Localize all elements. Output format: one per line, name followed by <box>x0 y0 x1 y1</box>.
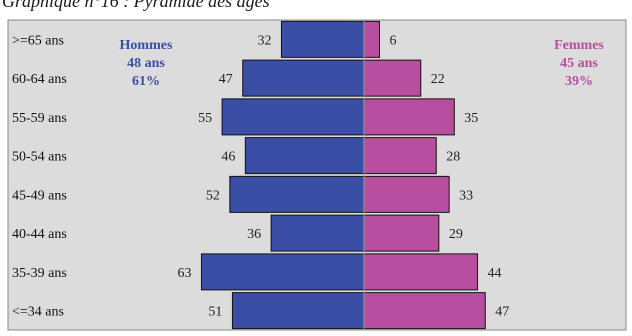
legend-femmes: Femmes 45 ans 39% <box>554 38 604 89</box>
value-label-femmes: 33 <box>459 188 473 203</box>
bar-hommes <box>200 253 365 291</box>
value-label-hommes: 36 <box>247 227 261 242</box>
value-label-hommes: 52 <box>206 188 220 203</box>
value-label-femmes: 6 <box>389 33 396 48</box>
bar-hommes <box>280 20 365 58</box>
legend-hommes-line: 61% <box>132 74 160 89</box>
bar-hommes <box>242 59 365 97</box>
value-label-femmes: 29 <box>449 227 463 242</box>
value-label-femmes: 35 <box>464 111 478 126</box>
value-label-hommes: 51 <box>208 305 222 320</box>
bar-femmes <box>363 20 380 58</box>
category-label: 45-49 ans <box>12 188 67 203</box>
category-label: 50-54 ans <box>12 150 67 165</box>
bar-femmes <box>363 175 450 213</box>
legend-hommes-line: Hommes <box>120 38 173 53</box>
legend-hommes: Hommes 48 ans 61% <box>120 38 173 89</box>
category-label: 35-39 ans <box>12 266 67 281</box>
value-label-femmes: 47 <box>495 305 509 320</box>
chart-title: Graphique n°16 : Pyramide des âges <box>2 0 270 11</box>
value-label-hommes: 47 <box>219 72 233 87</box>
bar-femmes <box>363 137 437 175</box>
value-label-femmes: 44 <box>488 266 502 281</box>
value-label-femmes: 28 <box>446 150 460 165</box>
value-label-hommes: 46 <box>221 150 235 165</box>
bars <box>200 20 486 330</box>
category-labels: >=65 ans 60-64 ans 55-59 ans 50-54 ans 45-49… <box>12 33 67 320</box>
category-label: 55-59 ans <box>12 111 67 126</box>
bar-femmes <box>363 253 479 291</box>
bar-hommes <box>221 98 365 136</box>
bar-femmes <box>363 59 422 97</box>
bar-hommes <box>244 137 365 175</box>
value-label-hommes: 32 <box>257 33 271 48</box>
value-label-hommes: 55 <box>198 111 212 126</box>
value-label-femmes: 22 <box>431 72 445 87</box>
legend-femmes-line: 45 ans <box>560 56 598 71</box>
bar-femmes <box>363 214 440 252</box>
legend-femmes-line: Femmes <box>554 38 604 53</box>
bar-hommes <box>270 214 365 252</box>
bar-hommes <box>231 292 365 330</box>
category-label: 40-44 ans <box>12 227 67 242</box>
legend-hommes-line: 48 ans <box>127 56 165 71</box>
bar-hommes <box>229 175 365 213</box>
value-labels: 32 6 47 22 55 35 46 28 52 33 36 29 63 44 51 47 <box>177 33 509 319</box>
category-label: <=34 ans <box>12 305 64 320</box>
bar-femmes <box>363 292 486 330</box>
legend-femmes-line: 39% <box>565 74 593 89</box>
category-label: 60-64 ans <box>12 72 67 87</box>
category-label: >=65 ans <box>12 33 64 48</box>
value-label-hommes: 63 <box>177 266 191 281</box>
bar-femmes <box>363 98 455 136</box>
